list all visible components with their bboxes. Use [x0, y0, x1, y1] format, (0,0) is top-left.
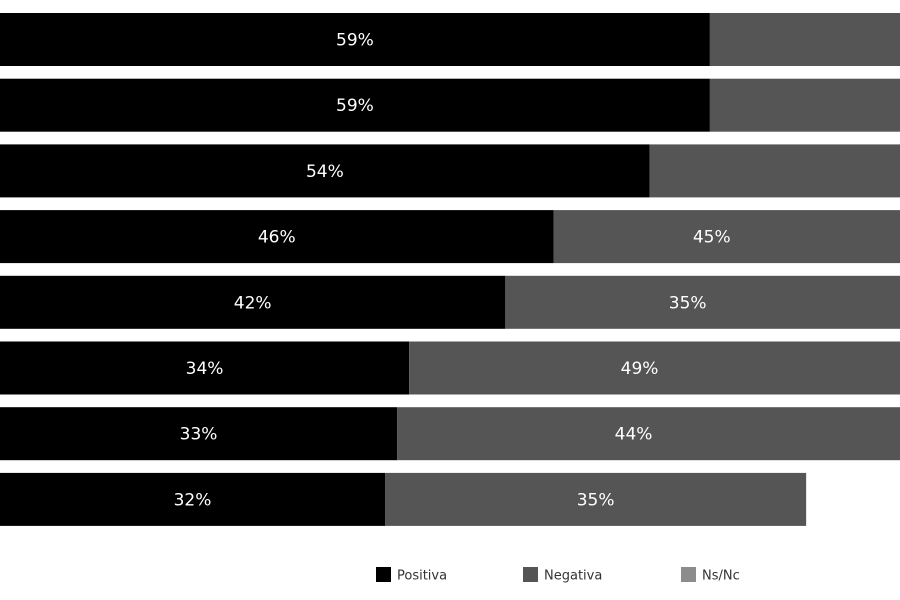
bar-segment — [0, 210, 554, 264]
bar-segment — [0, 78, 710, 132]
value-label: 32% — [174, 490, 212, 510]
value-label: 35% — [669, 293, 707, 313]
bar-segment — [0, 341, 410, 395]
bar-segment — [397, 407, 900, 461]
bar-segment — [553, 210, 900, 264]
value-label: 44% — [615, 425, 653, 445]
legend-label: Ns/Nc — [702, 569, 740, 584]
value-label: 59% — [336, 96, 374, 116]
bar-segment — [0, 407, 398, 461]
bar-segment — [409, 341, 900, 395]
legend-swatch — [523, 567, 538, 582]
bar-segment — [0, 144, 650, 198]
bar-segment — [709, 78, 900, 132]
bar-segment — [649, 144, 900, 198]
value-label: 54% — [306, 162, 344, 182]
legend-label: Positiva — [397, 569, 447, 584]
value-label: 46% — [258, 228, 296, 248]
bar-segment — [0, 472, 386, 526]
value-label: 45% — [693, 228, 731, 248]
bar-segment — [709, 13, 900, 66]
value-label: 34% — [186, 359, 224, 379]
value-label: 59% — [336, 31, 374, 51]
bar-segment — [0, 275, 506, 329]
value-label: 33% — [180, 425, 218, 445]
legend-swatch — [681, 567, 696, 582]
value-label: 49% — [621, 359, 659, 379]
bar-segment — [0, 13, 710, 66]
value-label: 35% — [577, 490, 615, 510]
bar-segment — [505, 275, 900, 329]
bar-segment — [385, 472, 807, 526]
value-label: 42% — [234, 293, 272, 313]
legend-swatch — [376, 567, 391, 582]
legend-label: Negativa — [544, 569, 602, 584]
